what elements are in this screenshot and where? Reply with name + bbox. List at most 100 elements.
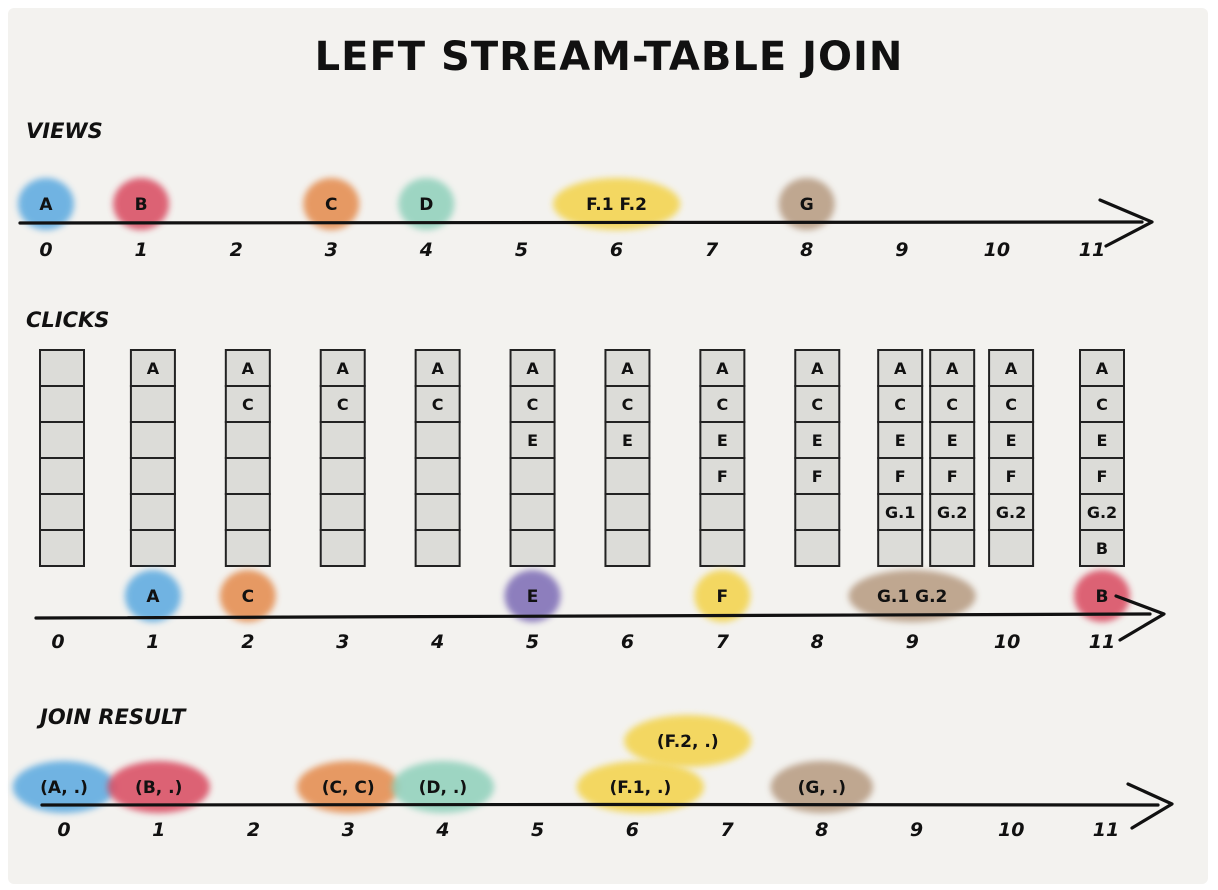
views-event-f-1-f-2: F.1 F.2 (552, 178, 681, 230)
table-cell (129, 421, 176, 459)
table-cell (988, 385, 1035, 423)
clicks-tick-0: 0 (51, 631, 64, 653)
join-result-event-blob (576, 761, 704, 813)
join-result-section: JOIN RESULT (A, .) (B, .) (C, C) (D, .) (F.1… (12, 705, 1174, 841)
table-cell (129, 529, 176, 567)
views-tick-2: 2 (230, 239, 243, 261)
clicks-table-snapshot-t6: ACE (604, 349, 651, 567)
table-cell-label: B (1096, 539, 1108, 558)
join-result-event-b: (B, .) (107, 761, 210, 813)
table-cell-label: F (947, 467, 958, 486)
table-cell (794, 493, 841, 531)
table-cell-label: G.2 (1087, 503, 1117, 522)
table-cell (319, 493, 366, 531)
clicks-table-snapshot-t4: AC (414, 349, 461, 567)
table-cell-label: A (526, 359, 539, 378)
table-cell (224, 529, 271, 567)
table-cell (988, 529, 1035, 567)
table-cell (509, 457, 556, 495)
join-result-event-blob (107, 761, 210, 813)
join-result-tick-10: 10 (998, 819, 1024, 841)
join-result-event-f-1: (F.1, .) (576, 761, 704, 813)
table-cell-label: C (811, 395, 823, 414)
table-cell-label: E (1006, 431, 1017, 450)
table-cell (319, 529, 366, 567)
table-cell (794, 421, 841, 459)
views-event-label: F.1 F.2 (586, 195, 647, 215)
views-event-c: C (303, 178, 360, 230)
table-cell-label: C (527, 395, 539, 414)
clicks-tick-11: 11 (1089, 631, 1115, 653)
table-cell (509, 493, 556, 531)
table-cell (509, 421, 556, 459)
join-result-label: JOIN RESULT (36, 705, 187, 729)
join-result-timeline (40, 802, 1160, 807)
views-event-b: B (113, 178, 170, 230)
table-cell (39, 493, 85, 531)
diagram-title: LEFT STREAM-TABLE JOIN (315, 34, 904, 80)
clicks-event-blob (504, 570, 561, 622)
clicks-section: CLICKS A ACACACACEACEACEFACEFACEFG.1ACEFG… (26, 308, 1166, 653)
table-cell (877, 529, 924, 567)
clicks-event-g-1-g-2: G.1 G.2 (848, 570, 976, 622)
clicks-event-label: G.1 G.2 (877, 587, 947, 607)
table-cell (1079, 421, 1125, 459)
views-tick-7: 7 (705, 239, 719, 261)
views-section: VIEWS A B C D F.1 F.2 G 0 1 2 3 4 5 6 7 8 9 10 11 (18, 119, 1154, 261)
clicks-tick-10: 10 (994, 631, 1020, 653)
join-result-tick-9: 9 (910, 819, 923, 841)
table-cell-label: F (717, 467, 728, 486)
views-event-blob (778, 178, 835, 230)
table-cell-label: C (337, 395, 349, 414)
clicks-timeline (34, 612, 1152, 620)
join-result-event-label: (F.2, .) (657, 732, 719, 752)
table-cell (319, 421, 366, 459)
table-cell-label: A (242, 359, 255, 378)
views-label: VIEWS (26, 119, 103, 143)
clicks-event-label: E (527, 587, 539, 607)
clicks-table-snapshot-t5: ACE (509, 349, 556, 567)
clicks-event-blob (694, 570, 751, 622)
views-event-blob (18, 178, 74, 230)
clicks-event-label: B (1096, 587, 1109, 607)
table-cell-label: A (1096, 359, 1109, 378)
table-cell (699, 421, 746, 459)
table-cell (319, 349, 366, 387)
join-result-tick-0: 0 (57, 819, 70, 841)
table-cell (988, 421, 1035, 459)
views-event-a: A (18, 178, 74, 230)
table-cell (929, 457, 976, 495)
table-cell-label: A (431, 359, 444, 378)
clicks-tick-5: 5 (526, 631, 539, 653)
table-cell (224, 457, 271, 495)
clicks-event-blob (848, 570, 976, 622)
table-cell-label: E (622, 431, 633, 450)
table-cell (929, 421, 976, 459)
join-result-event-label: (G, .) (798, 778, 846, 798)
clicks-table-snapshot-t1: A (129, 349, 176, 567)
clicks-event-label: F (717, 587, 729, 607)
table-cell (39, 349, 85, 387)
table-cell-label: G.2 (937, 503, 967, 522)
views-tick-10: 10 (984, 239, 1010, 261)
views-tick-11: 11 (1079, 239, 1105, 261)
join-result-tick-1: 1 (152, 819, 165, 841)
table-cell-label: A (894, 359, 907, 378)
table-cell (224, 493, 271, 531)
join-result-event-label: (A, .) (40, 778, 88, 798)
table-cell-label: F (812, 467, 823, 486)
clicks-tick-6: 6 (621, 631, 634, 653)
views-event-blob (113, 178, 170, 230)
join-result-event-blob (391, 761, 495, 813)
table-cell (1079, 457, 1125, 495)
clicks-table-snapshot-t3: AC (319, 349, 366, 567)
join-result-tick-5: 5 (531, 819, 544, 841)
table-cell (1079, 385, 1125, 423)
join-result-tick-3: 3 (342, 819, 355, 841)
